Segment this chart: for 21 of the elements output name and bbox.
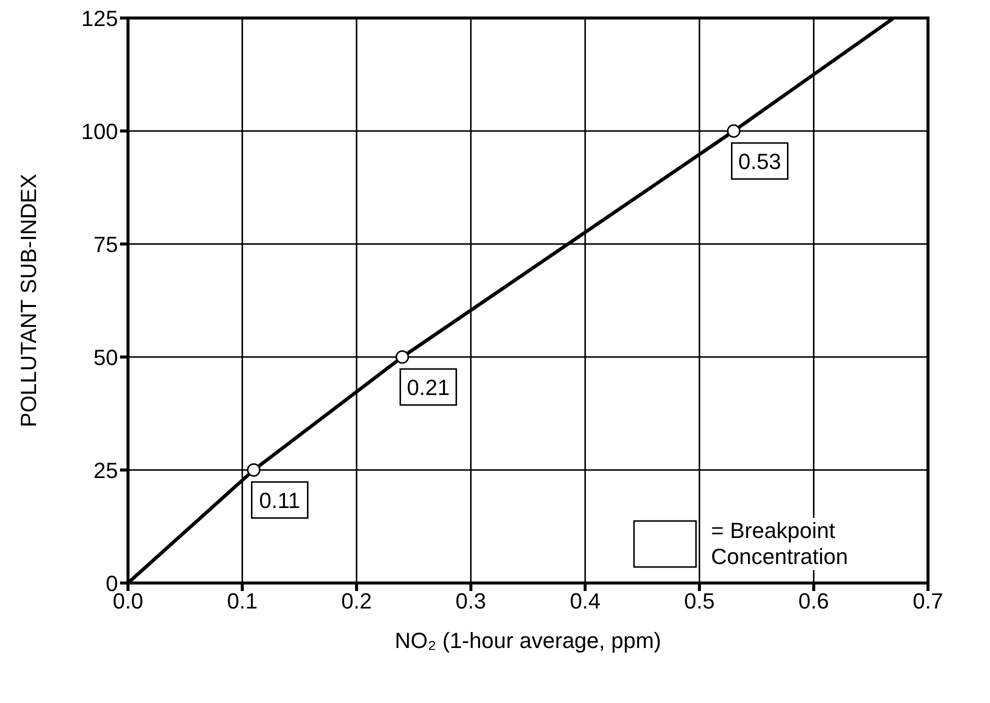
y-tick-label: 50 bbox=[94, 344, 118, 370]
annotation: 0.11 bbox=[259, 488, 300, 513]
point bbox=[726, 124, 740, 138]
x-tick-label: 0.6 bbox=[798, 588, 830, 614]
x-tick-label: 0.7 bbox=[912, 588, 944, 614]
y-tick-label: 25 bbox=[94, 458, 118, 483]
annotation: 0.21 bbox=[406, 375, 450, 400]
y-tick-label: 75 bbox=[94, 232, 118, 257]
annotation: 0.53 bbox=[738, 149, 782, 174]
annotation: = Breakpoint Concentration bbox=[711, 518, 901, 570]
x-tick-label: 0.3 bbox=[456, 588, 486, 614]
x-tick-label: 0.5 bbox=[684, 588, 715, 614]
point bbox=[246, 463, 260, 477]
x-axis-title: NO₂ (1-hour average, ppm) bbox=[394, 628, 662, 653]
y-tick-label: 125 bbox=[81, 6, 118, 31]
x-tick-label: 0.2 bbox=[341, 588, 372, 614]
x-tick-label: 0.1 bbox=[226, 588, 258, 614]
y-axis-title: POLLUTANT SUB-INDEX bbox=[16, 173, 41, 428]
point bbox=[396, 350, 410, 364]
y-tick-label: 100 bbox=[81, 118, 118, 144]
x-tick-label: 0.4 bbox=[570, 588, 600, 614]
